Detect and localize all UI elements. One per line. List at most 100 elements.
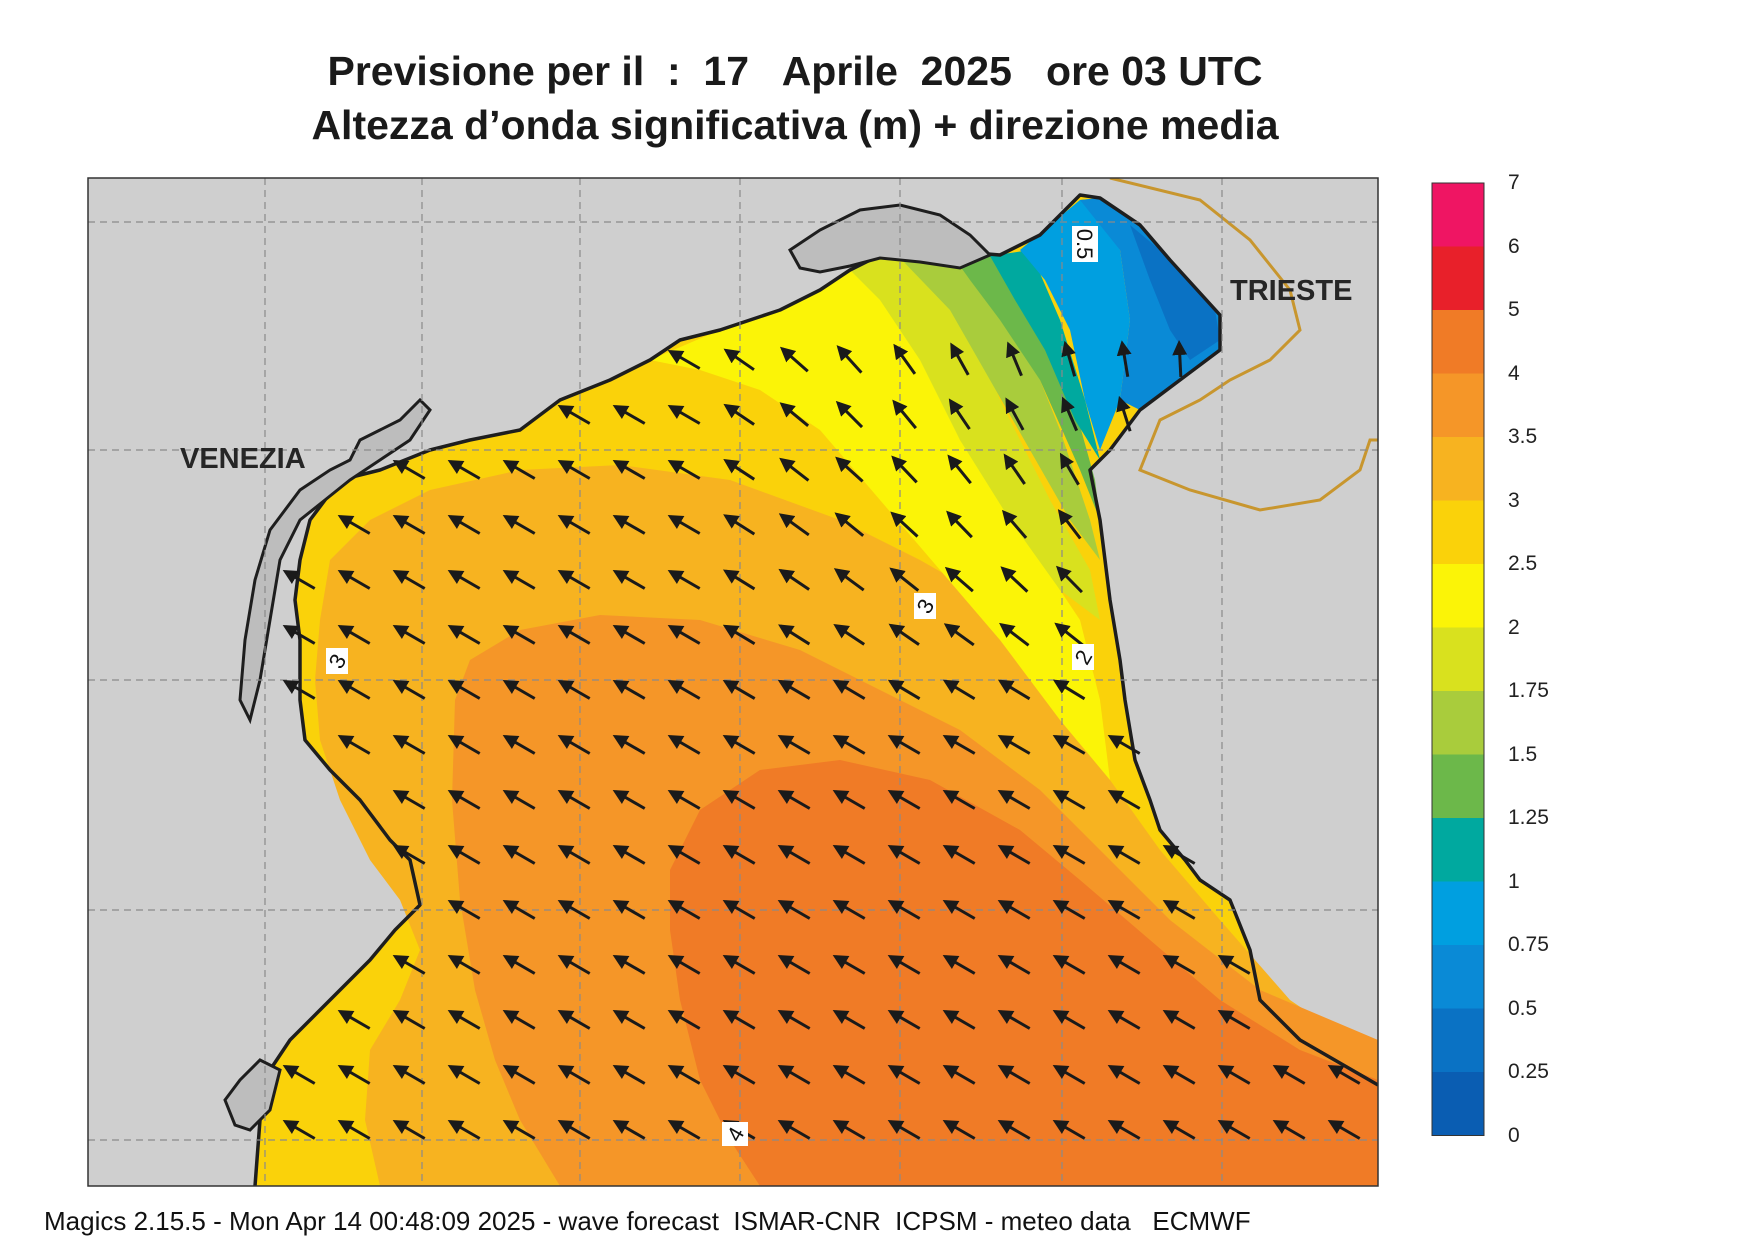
direction-arrow (502, 514, 536, 535)
direction-arrow (887, 734, 921, 755)
direction-arrow (447, 680, 481, 700)
colorbar-level-label: 3 (1508, 488, 1520, 512)
direction-arrow (948, 398, 971, 430)
direction-arrow (1162, 899, 1196, 920)
direction-arrow (667, 514, 701, 535)
direction-arrow (612, 624, 646, 645)
colorbar-level-label: 1 (1508, 869, 1520, 893)
direction-arrow (667, 954, 701, 975)
direction-arrow (1052, 954, 1086, 975)
direction-arrow (1054, 622, 1085, 647)
direction-arrow (557, 624, 591, 645)
direction-arrow (778, 624, 811, 646)
direction-arrow (834, 512, 865, 537)
direction-arrow (1217, 1119, 1251, 1140)
direction-arrow (950, 342, 970, 376)
direction-arrow (1057, 509, 1082, 540)
colorbar-level-label: 5 (1508, 298, 1520, 321)
direction-arrow (887, 899, 921, 920)
direction-arrow (1003, 453, 1026, 485)
direction-arrow (944, 566, 974, 593)
direction-arrow (942, 899, 976, 920)
contour-labels: 3 3 2 0.5 4 (324, 226, 1098, 1146)
direction-arrow (1052, 844, 1086, 865)
direction-arrow (722, 624, 756, 646)
direction-arrow (337, 1120, 371, 1140)
colorbar-swatch (1432, 564, 1484, 628)
direction-arrow (889, 567, 920, 592)
direction-arrow (612, 844, 646, 865)
wave-direction-arrows (282, 340, 1361, 1140)
colorbar-level-label: 0.75 (1508, 933, 1549, 956)
direction-arrow (447, 625, 481, 645)
direction-arrow (392, 955, 426, 975)
direction-arrow (997, 1119, 1031, 1140)
direction-arrow (997, 844, 1031, 865)
colorbar-level-label: 0.5 (1508, 996, 1538, 1020)
direction-arrow (447, 1010, 481, 1030)
po-delta (223, 1058, 282, 1132)
direction-arrow (947, 454, 972, 485)
direction-arrow (392, 735, 426, 755)
direction-arrow (557, 954, 591, 975)
direction-arrow (392, 790, 426, 810)
colorbar-level-label: 0.25 (1508, 1060, 1549, 1083)
direction-arrow (557, 734, 591, 755)
direction-arrow (612, 1119, 646, 1140)
direction-arrow (1116, 395, 1132, 432)
direction-arrow (942, 1064, 976, 1085)
direction-arrow (1052, 899, 1086, 920)
direction-arrow (1172, 340, 1188, 378)
direction-arrow (892, 399, 917, 430)
title-line-2: Altezza d’onda significativa (m) + direz… (311, 102, 1279, 148)
colorbar-swatch (1432, 500, 1484, 564)
colorbar-swatch (1432, 818, 1484, 882)
direction-arrow (832, 1119, 866, 1140)
direction-arrow (942, 789, 976, 810)
direction-arrow (667, 734, 701, 755)
direction-arrow (1000, 566, 1029, 593)
direction-arrow (779, 346, 809, 373)
direction-arrow (1327, 1064, 1361, 1085)
direction-arrow (1061, 396, 1079, 432)
direction-arrow (891, 455, 918, 484)
direction-arrow (777, 899, 811, 920)
direction-arrow (779, 457, 810, 482)
direction-arrow (667, 569, 701, 590)
contour-label: 0.5 (1072, 229, 1097, 260)
colorbar-swatch (1432, 691, 1484, 755)
wave-band-1.5-1.75 (900, 250, 1100, 560)
direction-arrow (777, 1009, 811, 1030)
direction-arrow (778, 568, 810, 591)
direction-arrow (722, 1009, 756, 1030)
direction-arrow (502, 844, 536, 865)
direction-arrow (502, 569, 536, 590)
direction-arrow (557, 899, 591, 920)
colorbar-swatch (1432, 310, 1484, 374)
colorbar-level-label: 1.75 (1508, 679, 1549, 702)
direction-arrow (392, 1065, 426, 1085)
direction-arrow (832, 954, 866, 975)
direction-arrow (722, 1064, 756, 1085)
colorbar-level-label: 1.25 (1508, 806, 1549, 829)
direction-arrow (722, 844, 756, 865)
direction-arrow (502, 954, 536, 975)
direction-arrow (1001, 509, 1028, 539)
direction-arrow (337, 680, 371, 700)
direction-arrow (1162, 1119, 1196, 1140)
direction-arrow (612, 789, 646, 810)
state-border (1109, 178, 1378, 512)
direction-arrow (502, 1064, 536, 1085)
direction-arrow (502, 624, 536, 645)
direction-arrow (832, 899, 866, 920)
direction-arrow (1107, 899, 1141, 920)
direction-arrow (779, 402, 810, 427)
direction-arrow (667, 1009, 701, 1030)
direction-arrow (557, 844, 591, 865)
direction-arrow (392, 515, 426, 535)
direction-arrow (502, 789, 536, 810)
direction-arrow (447, 1120, 481, 1140)
direction-arrow (1217, 1064, 1251, 1085)
colorbar-swatch (1432, 1072, 1484, 1136)
